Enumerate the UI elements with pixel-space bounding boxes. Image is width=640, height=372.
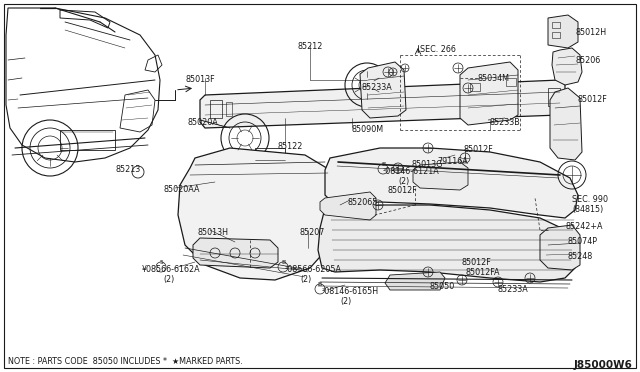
Bar [226,102,232,116]
Text: 85090M: 85090M [352,125,384,134]
Text: J85000W6: J85000W6 [573,360,632,370]
Text: 85213: 85213 [116,165,141,174]
Text: 85212: 85212 [298,42,323,51]
Text: 85013F: 85013F [185,75,214,84]
Polygon shape [385,272,445,290]
Polygon shape [548,15,578,48]
Text: 85012F: 85012F [463,145,493,154]
Text: B: B [381,161,385,167]
Text: 85074P: 85074P [568,237,598,246]
Text: (2): (2) [398,177,409,186]
Bar [272,152,280,159]
Bar [552,32,560,38]
Text: ²08146-6121A: ²08146-6121A [383,167,440,176]
Text: 85020A: 85020A [188,118,219,127]
Text: 85233A: 85233A [362,83,393,92]
Polygon shape [540,225,580,270]
Text: ¥08566-6162A: ¥08566-6162A [142,265,200,274]
Bar [552,22,560,28]
Polygon shape [325,148,578,218]
Bar [60,130,115,150]
Text: 85012F: 85012F [462,258,492,267]
Text: 85012FA: 85012FA [465,268,499,277]
Text: 85248: 85248 [568,252,593,261]
Text: 85012H: 85012H [575,28,606,37]
Bar [260,152,268,159]
Polygon shape [318,205,578,282]
Text: 79116A: 79116A [437,157,468,166]
Text: SEC. 266: SEC. 266 [420,45,456,54]
Polygon shape [178,148,340,280]
Text: 85050: 85050 [430,282,455,291]
Polygon shape [200,80,565,128]
Text: 85013G: 85013G [411,160,442,169]
Text: 852065: 852065 [348,198,378,207]
Polygon shape [320,192,376,220]
Text: 85012F: 85012F [578,95,608,104]
Text: (84815): (84815) [572,205,604,214]
Text: (2): (2) [300,275,311,284]
Text: 85012F: 85012F [388,186,418,195]
Polygon shape [360,62,406,118]
Bar [210,100,222,118]
Polygon shape [460,62,518,125]
Text: 85020AA: 85020AA [164,185,200,194]
Text: SEC. 990: SEC. 990 [572,195,608,204]
Bar [506,78,516,86]
Text: 85242+A: 85242+A [566,222,604,231]
Text: 85013H: 85013H [198,228,229,237]
Text: ²08566-6205A: ²08566-6205A [285,265,342,274]
Polygon shape [552,48,582,85]
Bar [548,88,560,106]
Text: (2): (2) [163,275,174,284]
Text: 85207: 85207 [300,228,325,237]
Bar [470,83,480,91]
Polygon shape [550,88,582,160]
Text: 85034M: 85034M [478,74,510,83]
Bar [255,148,285,170]
Text: NOTE : PARTS CODE  85050 INCLUDES *  ★MARKED PARTS.: NOTE : PARTS CODE 85050 INCLUDES * ★MARK… [8,357,243,366]
Polygon shape [193,238,278,268]
Text: 85233B: 85233B [490,118,521,127]
Polygon shape [413,162,468,190]
Text: 5: 5 [159,260,163,264]
Text: 85122: 85122 [277,142,302,151]
Text: 85233A: 85233A [498,285,529,294]
Text: 85206: 85206 [575,56,600,65]
Text: B: B [318,282,322,286]
Text: B: B [281,260,285,264]
Text: (2): (2) [340,297,351,306]
Text: ²08146-6165H: ²08146-6165H [322,287,379,296]
